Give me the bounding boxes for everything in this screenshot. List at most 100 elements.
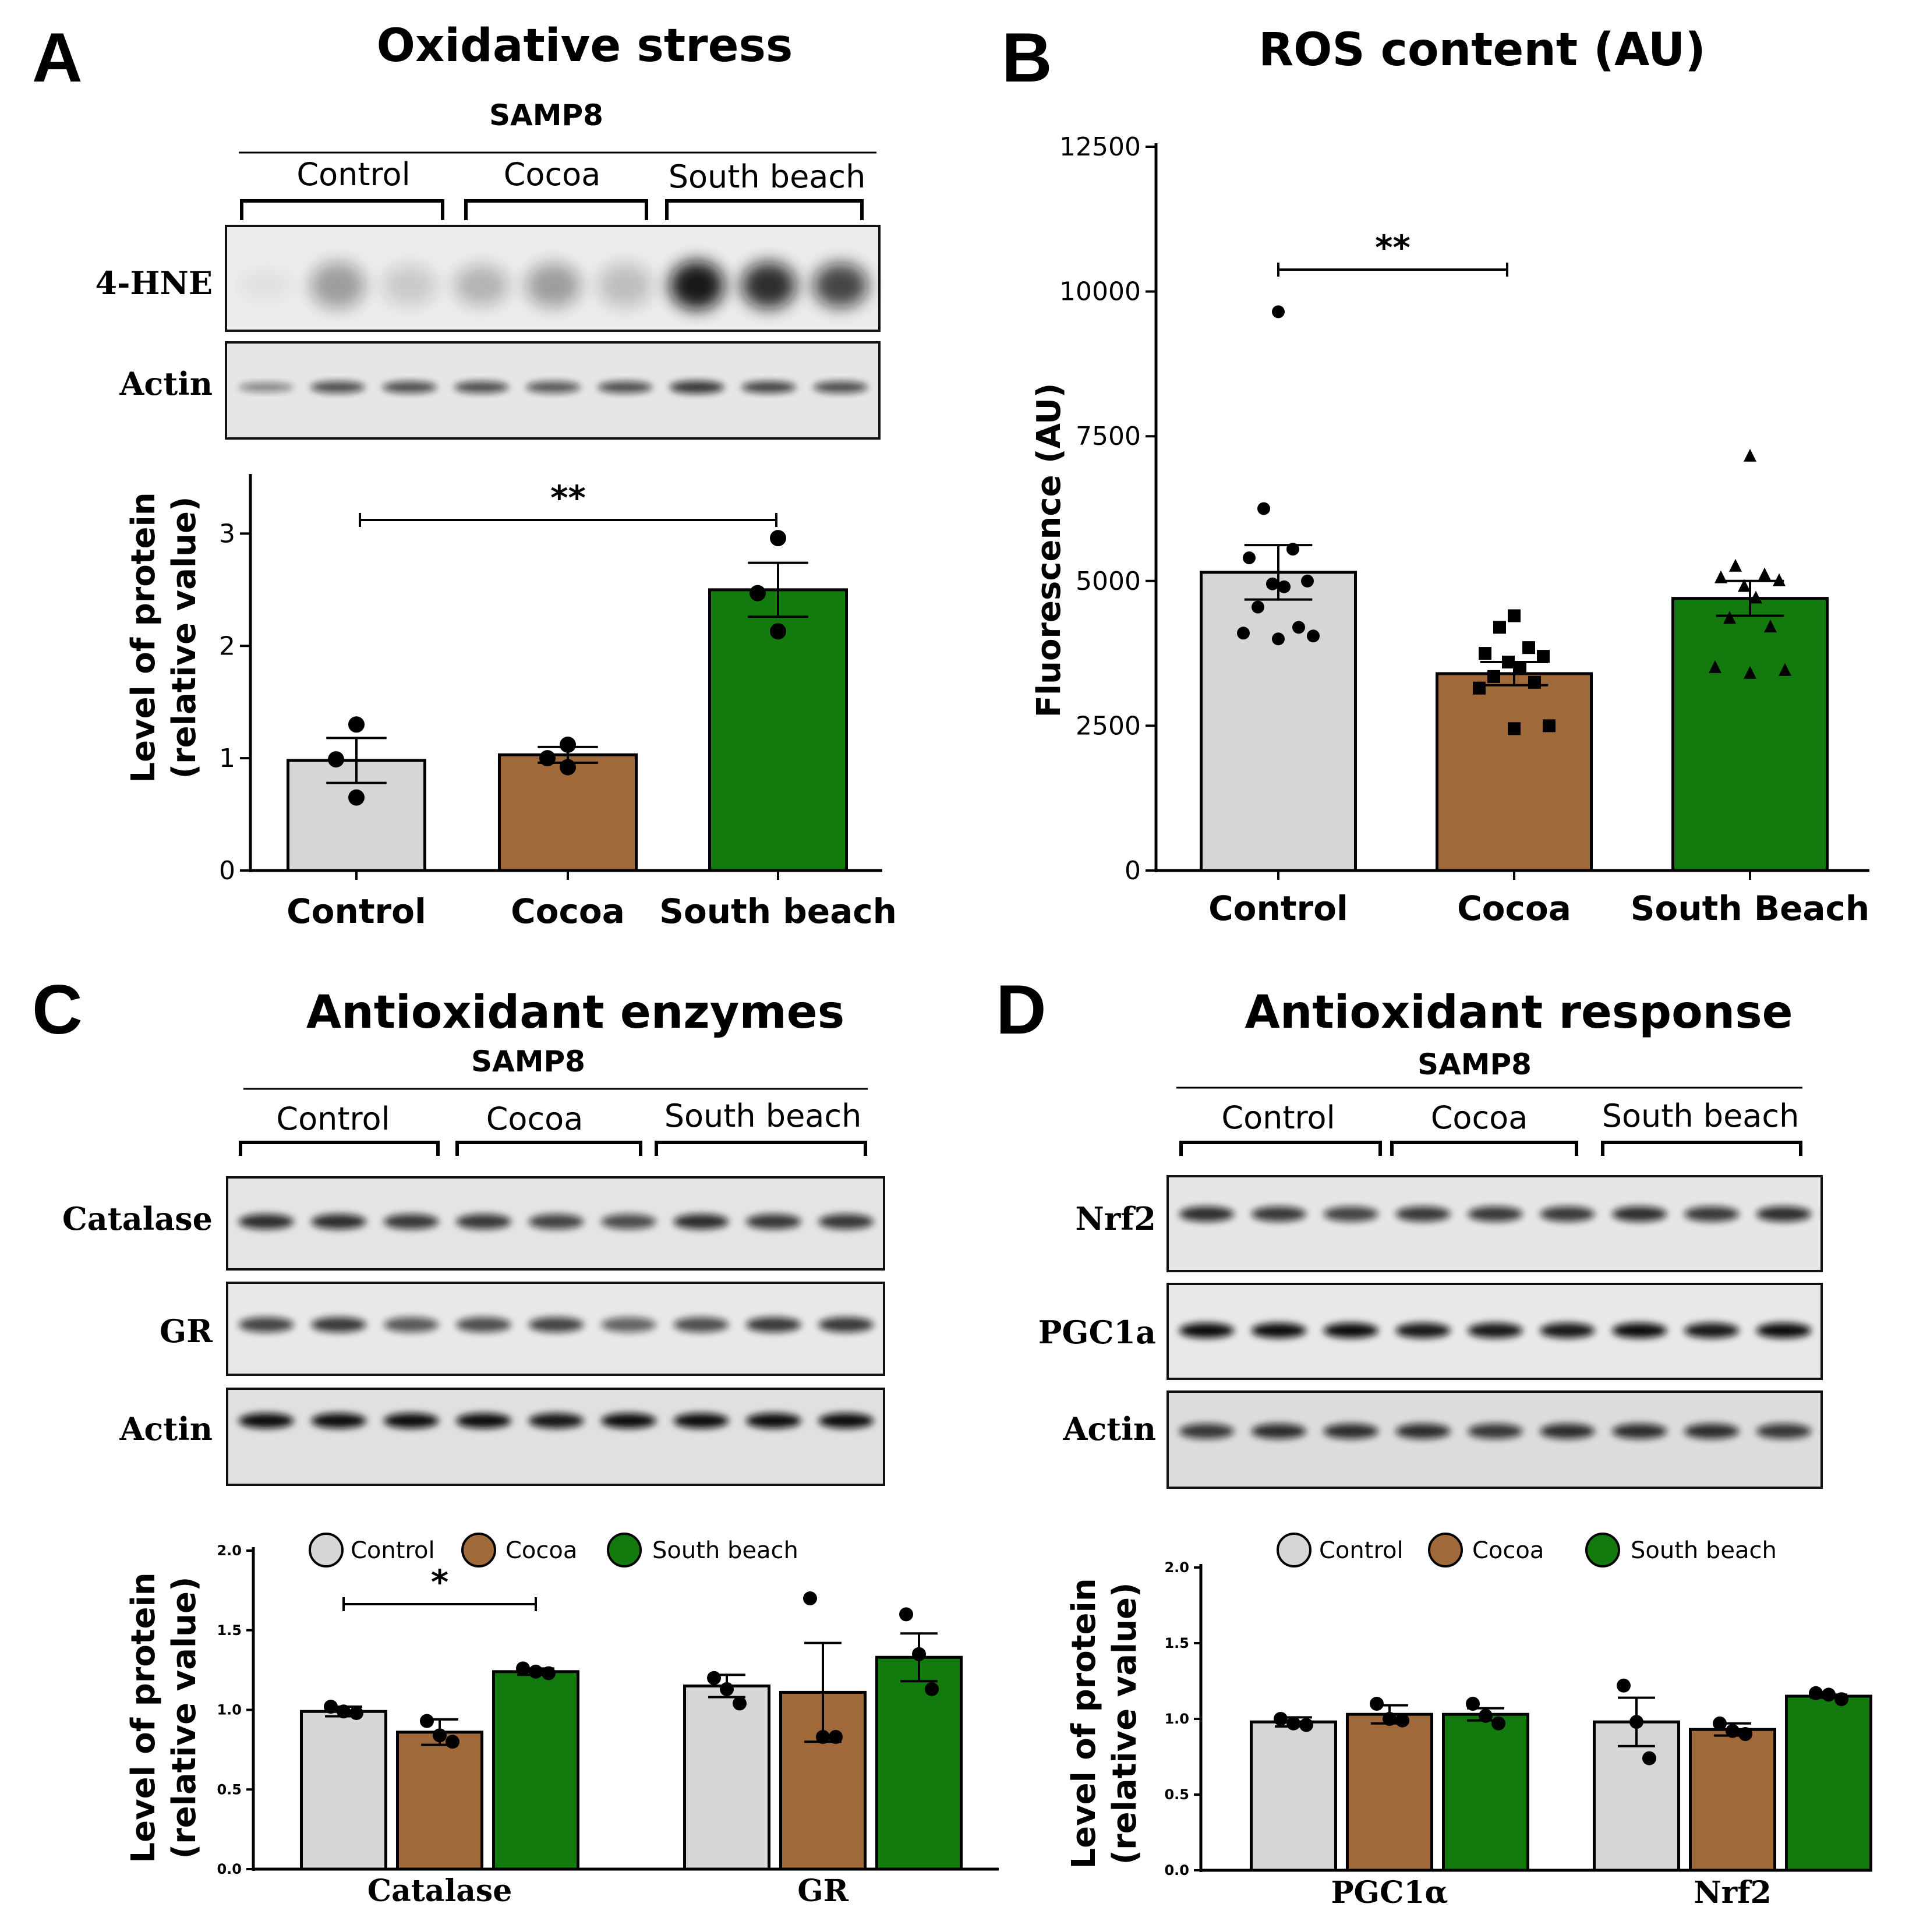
y-tick-label: 1.5 (1164, 1635, 1189, 1651)
panel-b-ylabel: Fluorescence (AU) (1030, 383, 1068, 718)
y-tick-label: 0 (219, 856, 235, 886)
bar (396, 1731, 483, 1871)
blot-band (669, 261, 724, 310)
data-point (925, 1682, 939, 1696)
bar (1689, 1728, 1776, 1872)
panel-d-xlabel-pgc1a: PGC1α (1331, 1875, 1448, 1910)
bar (1250, 1720, 1337, 1872)
data-point (1726, 1724, 1740, 1738)
blot-strip (226, 1388, 885, 1486)
panel-c-legend-control: Control (351, 1537, 435, 1564)
data-point (1729, 558, 1742, 572)
blot-band (598, 381, 653, 393)
legend-swatch-cocoa (461, 1533, 496, 1567)
significance-label: ** (550, 478, 586, 518)
bar (1442, 1712, 1529, 1872)
blot-band (673, 1413, 729, 1428)
panel-c-legend-cocoa: Cocoa (505, 1537, 577, 1564)
panel-c-ylabel-line1: Level of protein (125, 1572, 162, 1863)
y-tick-label: 0.0 (1164, 1862, 1189, 1878)
data-point (324, 1700, 338, 1714)
blot-strip (1166, 1175, 1823, 1272)
data-point (1522, 641, 1535, 654)
panel-c-blot-label-actin: Actin (119, 1410, 213, 1448)
data-point (1543, 719, 1556, 733)
data-point (1764, 620, 1777, 633)
data-point (1508, 722, 1521, 735)
blot-bands (238, 381, 868, 394)
blot-band (601, 1413, 656, 1428)
panel-d-legend-control: Control (1319, 1537, 1404, 1564)
blot-band (1395, 1323, 1451, 1338)
blot-band (673, 1214, 729, 1229)
data-point (446, 1735, 459, 1749)
panel-letter-c: C (32, 971, 83, 1049)
data-point (1299, 1718, 1313, 1732)
data-point (1714, 570, 1727, 583)
panel-b-xlabel-control: Control (1208, 889, 1348, 928)
y-tick-label: 0 (1125, 856, 1141, 886)
blot-band (818, 1317, 874, 1332)
data-point (1491, 1716, 1505, 1731)
blot-band (382, 381, 437, 393)
blot-band (238, 1317, 294, 1332)
data-point (1466, 1697, 1480, 1711)
data-point (529, 1664, 543, 1679)
panel-letter-a: A (32, 19, 83, 97)
data-point (516, 1661, 530, 1676)
blot-band (528, 1214, 584, 1229)
blot-band (1612, 1424, 1667, 1439)
data-point (1395, 1713, 1409, 1728)
blot-band (456, 1317, 511, 1332)
data-point (1744, 666, 1756, 679)
panel-d-blot-label-pgc1a: PGC1a (1038, 1314, 1156, 1351)
blot-bands (1179, 1323, 1812, 1338)
panel-a-blot-label-actin: Actin (119, 365, 213, 402)
panel-b: B ROS content (AU) Fluorescence (AU) 0 25… (1002, 19, 1869, 928)
y-tick-label: 2.0 (217, 1542, 242, 1559)
data-point (1537, 650, 1550, 663)
bar (300, 1710, 387, 1871)
blot-band (1395, 1424, 1451, 1439)
panel-c: C Antioxidant enzymes SAMP8 Control Coco… (32, 971, 999, 1909)
panel-b-xlabel-south-beach: South Beach (1631, 889, 1869, 928)
blot-band (1756, 1206, 1812, 1222)
panel-c-group-cocoa: Cocoa (486, 1101, 584, 1137)
blot-band (1612, 1206, 1667, 1222)
panel-d-group-cocoa: Cocoa (1431, 1099, 1528, 1136)
data-point (816, 1729, 830, 1744)
data-point (1758, 567, 1771, 581)
blot-band (746, 1214, 801, 1229)
panel-a-group-south-beach: South beach (669, 158, 866, 195)
data-point (1723, 611, 1736, 624)
y-tick-label: 2 (219, 631, 235, 661)
bar (492, 1670, 579, 1871)
blot-band (238, 271, 294, 300)
data-point (750, 585, 766, 601)
y-tick-label: 7500 (1076, 422, 1141, 451)
blot-band (741, 262, 796, 309)
data-point (1292, 621, 1305, 634)
data-point (1502, 656, 1515, 669)
panel-c-xlabel-gr: GR (797, 1873, 849, 1909)
blot-band (1251, 1323, 1306, 1338)
panel-a-title: Oxidative stress (377, 20, 793, 72)
data-point (1617, 1678, 1631, 1693)
data-point (1822, 1687, 1836, 1702)
data-point (1272, 305, 1285, 319)
legend-swatch-control (1277, 1533, 1311, 1567)
blot-bands (238, 261, 868, 310)
panel-c-legend-south-beach: South beach (652, 1537, 798, 1564)
blot-band (818, 1413, 874, 1428)
data-point (1773, 573, 1786, 586)
data-point (1278, 580, 1291, 593)
panel-d-blot-label-actin: Actin (1063, 1410, 1157, 1448)
blot-band (1251, 1424, 1306, 1439)
blot-band (1684, 1206, 1740, 1222)
panel-a-blot-label-4hne: 4-HNE (95, 264, 213, 302)
data-point (733, 1696, 747, 1711)
blot-band (311, 1317, 366, 1332)
blot-band (1756, 1424, 1812, 1439)
blot-band (669, 381, 724, 394)
